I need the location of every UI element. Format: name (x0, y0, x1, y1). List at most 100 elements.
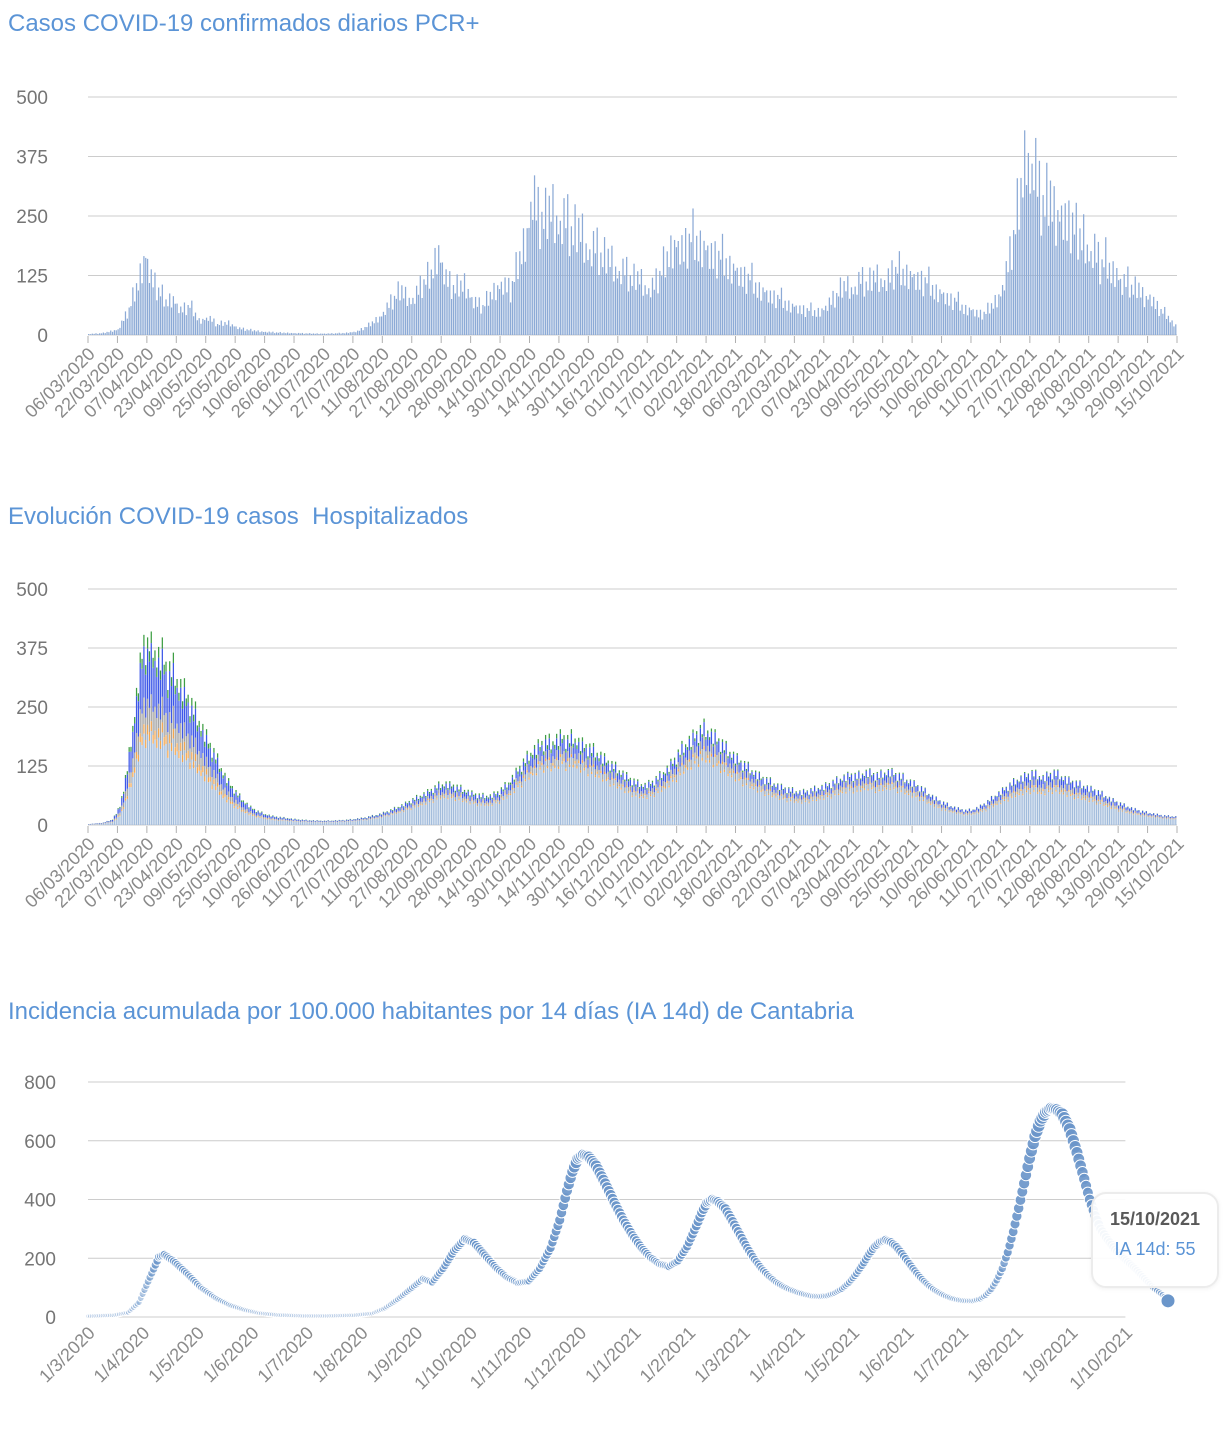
stacked-bar-segment-capa-azul[interactable] (397, 807, 399, 811)
stacked-bar-segment-hospitalizados-planta[interactable] (482, 802, 484, 825)
stacked-bar-segment-capa-verde[interactable] (515, 767, 517, 771)
stacked-bar-segment-capa-azul[interactable] (600, 754, 602, 765)
stacked-bar-segment-capa-azul[interactable] (449, 783, 451, 790)
bar[interactable] (926, 283, 928, 335)
stacked-bar-segment-capa-verde[interactable] (556, 733, 558, 739)
stacked-bar-segment-capa-azul[interactable] (954, 806, 956, 810)
stacked-bar-segment-capa-gris[interactable] (657, 787, 659, 792)
stacked-bar-segment-capa-gris[interactable] (1007, 796, 1009, 801)
stacked-bar-segment-capa-azul[interactable] (996, 796, 998, 802)
stacked-bar-segment-hospitalizados-planta[interactable] (239, 807, 241, 825)
stacked-bar-segment-hospitalizados-planta[interactable] (661, 791, 663, 825)
stacked-bar-segment-capa-naranja[interactable] (489, 802, 491, 804)
stacked-bar-segment-capa-gris[interactable] (401, 808, 403, 811)
stacked-bar-segment-capa-verde[interactable] (508, 782, 510, 785)
stacked-bar-segment-capa-azul[interactable] (622, 772, 624, 780)
stacked-bar-segment-capa-azul[interactable] (148, 661, 151, 708)
stacked-bar-segment-capa-verde[interactable] (415, 794, 418, 797)
stacked-bar-segment-capa-verde[interactable] (767, 782, 770, 785)
stacked-bar-segment-capa-azul[interactable] (428, 793, 431, 799)
bar[interactable] (1018, 229, 1020, 335)
stacked-bar-segment-capa-naranja[interactable] (587, 774, 589, 777)
stacked-bar-segment-capa-verde[interactable] (911, 786, 913, 788)
stacked-bar-segment-capa-gris[interactable] (253, 813, 256, 816)
stacked-bar-segment-hospitalizados-planta[interactable] (205, 774, 208, 825)
stacked-bar-segment-hospitalizados-planta[interactable] (957, 812, 959, 825)
stacked-bar-segment-capa-verde[interactable] (473, 794, 475, 797)
stacked-bar-segment-hospitalizados-planta[interactable] (451, 798, 453, 825)
bar[interactable] (1145, 296, 1147, 335)
stacked-bar-segment-capa-verde[interactable] (740, 760, 742, 763)
stacked-bar-segment-capa-naranja[interactable] (417, 806, 420, 807)
stacked-bar-segment-capa-naranja[interactable] (1112, 805, 1114, 807)
bar[interactable] (393, 295, 396, 335)
stacked-bar-segment-capa-gris[interactable] (1013, 786, 1015, 792)
stacked-bar-segment-capa-naranja[interactable] (1121, 810, 1123, 812)
stacked-bar-segment-hospitalizados-planta[interactable] (1154, 818, 1157, 825)
stacked-bar-segment-hospitalizados-planta[interactable] (823, 799, 825, 825)
stacked-bar-segment-capa-naranja[interactable] (657, 791, 659, 793)
stacked-bar-segment-capa-naranja[interactable] (410, 809, 412, 811)
stacked-bar-segment-capa-naranja[interactable] (119, 815, 121, 817)
bar[interactable] (603, 237, 606, 335)
stacked-bar-segment-capa-azul[interactable] (167, 698, 169, 733)
stacked-bar-segment-capa-azul[interactable] (791, 788, 794, 793)
stacked-bar-segment-capa-naranja[interactable] (861, 786, 864, 788)
stacked-bar-segment-hospitalizados-planta[interactable] (605, 780, 608, 825)
bar[interactable] (685, 228, 687, 335)
stacked-bar-segment-capa-naranja[interactable] (176, 743, 178, 752)
stacked-bar-segment-capa-gris[interactable] (1125, 810, 1127, 813)
stacked-bar-segment-capa-verde[interactable] (707, 730, 709, 734)
stacked-bar-segment-capa-verde[interactable] (1070, 782, 1072, 784)
stacked-bar-segment-capa-naranja[interactable] (769, 789, 772, 791)
bar[interactable] (900, 285, 902, 335)
bar[interactable] (1001, 285, 1004, 335)
stacked-bar-segment-capa-azul[interactable] (657, 781, 659, 788)
stacked-bar-segment-hospitalizados-planta[interactable] (801, 803, 803, 825)
stacked-bar-segment-capa-gris[interactable] (872, 780, 875, 787)
stacked-bar-segment-hospitalizados-planta[interactable] (447, 799, 449, 825)
data-point-current[interactable] (1160, 1293, 1176, 1309)
bar[interactable] (598, 275, 600, 335)
stacked-bar-segment-capa-gris[interactable] (812, 796, 814, 800)
stacked-bar-segment-capa-verde[interactable] (526, 750, 528, 755)
stacked-bar-segment-capa-gris[interactable] (895, 780, 897, 787)
stacked-bar-segment-capa-gris[interactable] (642, 793, 644, 797)
stacked-bar-segment-capa-gris[interactable] (296, 820, 298, 822)
stacked-bar-segment-capa-gris[interactable] (362, 819, 364, 821)
stacked-bar-segment-capa-azul[interactable] (579, 754, 582, 765)
stacked-bar-segment-capa-azul[interactable] (605, 765, 608, 774)
stacked-bar-segment-capa-azul[interactable] (740, 762, 742, 771)
bar[interactable] (876, 264, 878, 335)
stacked-bar-segment-capa-naranja[interactable] (161, 722, 163, 733)
stacked-bar-segment-capa-azul[interactable] (239, 795, 241, 803)
stacked-bar-segment-capa-azul[interactable] (801, 795, 803, 800)
stacked-bar-segment-capa-azul[interactable] (445, 783, 447, 790)
bar[interactable] (624, 275, 626, 335)
stacked-bar-segment-capa-azul[interactable] (283, 817, 285, 820)
stacked-bar-segment-hospitalizados-planta[interactable] (994, 804, 996, 825)
stacked-bar-segment-capa-verde[interactable] (493, 791, 495, 794)
stacked-bar-segment-hospitalizados-planta[interactable] (743, 779, 746, 825)
stacked-bar-segment-capa-azul[interactable] (727, 758, 729, 768)
bar[interactable] (994, 294, 996, 335)
stacked-bar-segment-capa-azul[interactable] (679, 757, 681, 767)
stacked-bar-segment-capa-naranja[interactable] (677, 769, 679, 772)
bar[interactable] (292, 333, 294, 335)
stacked-bar-segment-capa-azul[interactable] (697, 745, 700, 757)
stacked-bar-segment-hospitalizados-planta[interactable] (675, 782, 678, 825)
stacked-bar-segment-hospitalizados-planta[interactable] (97, 824, 99, 825)
stacked-bar-segment-capa-verde[interactable] (611, 760, 613, 764)
stacked-bar-segment-capa-gris[interactable] (298, 820, 300, 822)
bar[interactable] (771, 303, 773, 335)
bar[interactable] (723, 275, 725, 335)
stacked-bar-segment-capa-naranja[interactable] (521, 785, 523, 788)
stacked-bar-segment-capa-azul[interactable] (574, 742, 576, 754)
bar[interactable] (113, 330, 116, 335)
stacked-bar-segment-hospitalizados-planta[interactable] (1066, 796, 1068, 825)
stacked-bar-segment-capa-naranja[interactable] (1110, 808, 1112, 809)
bar[interactable] (277, 332, 280, 335)
stacked-bar-segment-capa-gris[interactable] (517, 781, 519, 786)
stacked-bar-segment-capa-azul[interactable] (843, 775, 845, 783)
bar[interactable] (591, 266, 593, 335)
